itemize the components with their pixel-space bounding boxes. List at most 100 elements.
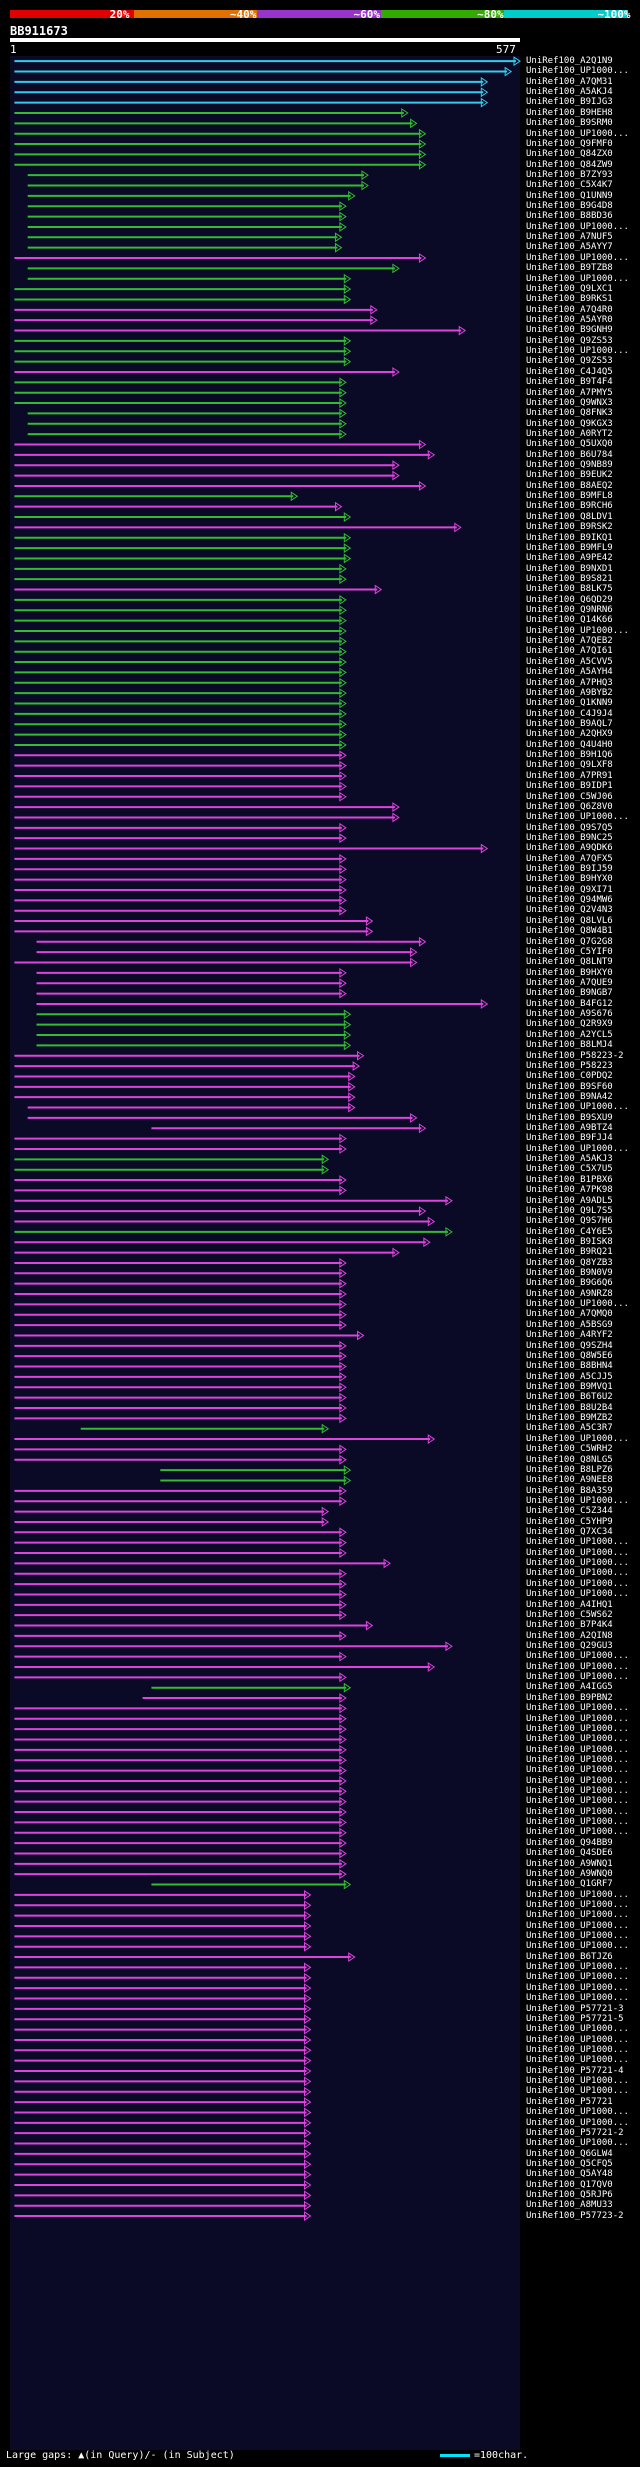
- hit-label[interactable]: UniRef100_UP1000...: [526, 1578, 629, 1589]
- hit-label[interactable]: UniRef100_P57721-3: [526, 2003, 624, 2014]
- hit-label[interactable]: UniRef100_Q4U4H0: [526, 739, 613, 750]
- hit-label[interactable]: UniRef100_Q5UXQ0: [526, 439, 613, 450]
- hit-label[interactable]: UniRef100_UP1000...: [526, 1931, 629, 1942]
- hit-label[interactable]: UniRef100_B9GNH9: [526, 325, 613, 336]
- hit-label[interactable]: UniRef100_Q1GRF7: [526, 1879, 613, 1890]
- hit-label[interactable]: UniRef100_Q5AY48: [526, 2169, 613, 2180]
- hit-label[interactable]: UniRef100_A9WNQ1: [526, 1858, 613, 1869]
- hit-label[interactable]: UniRef100_Q9NRN6: [526, 605, 613, 616]
- hit-label[interactable]: UniRef100_UP1000...: [526, 346, 629, 357]
- hit-label[interactable]: UniRef100_Q9S7H6: [526, 1216, 613, 1227]
- hit-label[interactable]: UniRef100_B9MVQ1: [526, 1382, 613, 1392]
- hit-label[interactable]: UniRef100_B9RCH6: [526, 501, 613, 512]
- hit-label[interactable]: UniRef100_B9MFL9: [526, 542, 613, 553]
- hit-label[interactable]: UniRef100_Q8LNT9: [526, 957, 613, 968]
- hit-label[interactable]: UniRef100_A5AKJ3: [526, 1154, 613, 1165]
- hit-label[interactable]: UniRef100_P58223: [526, 1060, 613, 1071]
- hit-label[interactable]: UniRef100_UP1000...: [526, 2034, 629, 2045]
- hit-label[interactable]: UniRef100_Q2V4N3: [526, 905, 613, 916]
- hit-label[interactable]: UniRef100_B4FG12: [526, 998, 613, 1009]
- hit-label[interactable]: UniRef100_C5WJ06: [526, 791, 613, 802]
- hit-label[interactable]: UniRef100_UP1000...: [526, 221, 629, 232]
- hit-label[interactable]: UniRef100_B9G6Q6: [526, 1278, 613, 1289]
- hit-label[interactable]: UniRef100_Q6GLW4: [526, 2148, 613, 2159]
- hit-label[interactable]: UniRef100_A4IGG5: [526, 1682, 613, 1693]
- hit-label[interactable]: UniRef100_A2Q1N9: [526, 56, 613, 66]
- hit-label[interactable]: UniRef100_B9FJJ4: [526, 1133, 613, 1144]
- hit-label[interactable]: UniRef100_A9NEE8: [526, 1475, 613, 1486]
- hit-label[interactable]: UniRef100_Q9NB89: [526, 460, 613, 471]
- hit-label[interactable]: UniRef100_UP1000...: [526, 1754, 629, 1765]
- hit-label[interactable]: UniRef100_A9BYB2: [526, 687, 613, 698]
- hit-label[interactable]: UniRef100_Q9ZS53: [526, 356, 613, 367]
- hit-label[interactable]: UniRef100_B7ZY93: [526, 169, 613, 180]
- hit-label[interactable]: UniRef100_C0PDQ2: [526, 1071, 613, 1082]
- hit-label[interactable]: UniRef100_A5C3R7: [526, 1423, 613, 1434]
- hit-label[interactable]: UniRef100_P57721-4: [526, 2065, 624, 2076]
- hit-label[interactable]: UniRef100_Q29GU3: [526, 1640, 613, 1651]
- hit-label[interactable]: UniRef100_UP1000...: [526, 1786, 629, 1797]
- hit-label[interactable]: UniRef100_A2QHX9: [526, 729, 613, 740]
- hit-label[interactable]: UniRef100_UP1000...: [526, 1589, 629, 1600]
- hit-label[interactable]: UniRef100_Q94MW6: [526, 895, 613, 906]
- hit-label[interactable]: UniRef100_UP1000...: [526, 1558, 629, 1569]
- hit-label[interactable]: UniRef100_C4J9J4: [526, 708, 613, 719]
- hit-label[interactable]: UniRef100_Q9L7S5: [526, 1205, 613, 1216]
- hit-label[interactable]: UniRef100_Q7XC34: [526, 1527, 613, 1538]
- hit-label[interactable]: UniRef100_UP1000...: [526, 66, 629, 77]
- hit-label[interactable]: UniRef100_Q14K66: [526, 615, 613, 626]
- hit-label[interactable]: UniRef100_UP1000...: [526, 1734, 629, 1745]
- hit-label[interactable]: UniRef100_A9ADL5: [526, 1195, 613, 1206]
- hit-label[interactable]: UniRef100_B8BD36: [526, 211, 613, 222]
- hit-label[interactable]: UniRef100_Q1KNN9: [526, 698, 613, 709]
- hit-label[interactable]: UniRef100_Q2R9X9: [526, 1019, 613, 1030]
- hit-label[interactable]: UniRef100_UP1000...: [526, 625, 629, 636]
- hit-label[interactable]: UniRef100_UP1000...: [526, 1796, 629, 1807]
- hit-label[interactable]: UniRef100_B6T6U2: [526, 1392, 613, 1403]
- hit-label[interactable]: UniRef100_UP1000...: [526, 1982, 629, 1993]
- hit-label[interactable]: UniRef100_B8BHN4: [526, 1361, 613, 1372]
- hit-label[interactable]: UniRef100_A7QM31: [526, 76, 613, 87]
- hit-label[interactable]: UniRef100_A7QUE9: [526, 977, 613, 988]
- hit-label[interactable]: UniRef100_UP1000...: [526, 1537, 629, 1548]
- hit-label[interactable]: UniRef100_UP1000...: [526, 1827, 629, 1838]
- hit-label[interactable]: UniRef100_C5X4K7: [526, 180, 613, 191]
- hit-label[interactable]: UniRef100_A9PE42: [526, 553, 613, 564]
- hit-label[interactable]: UniRef100_B9H1Q6: [526, 750, 613, 761]
- hit-label[interactable]: UniRef100_B9HXY0: [526, 967, 613, 978]
- hit-label[interactable]: UniRef100_A4RYF2: [526, 1330, 613, 1341]
- hit-label[interactable]: UniRef100_A7Q4R0: [526, 304, 613, 315]
- hit-label[interactable]: UniRef100_A9S676: [526, 1009, 613, 1020]
- hit-label[interactable]: UniRef100_B9IDP1: [526, 781, 613, 792]
- hit-label[interactable]: UniRef100_UP1000...: [526, 1568, 629, 1579]
- hit-label[interactable]: UniRef100_Q9FMF0: [526, 138, 613, 149]
- hit-label[interactable]: UniRef100_UP1000...: [526, 1672, 629, 1683]
- hit-label[interactable]: UniRef100_Q7G2G8: [526, 936, 613, 947]
- hit-label[interactable]: UniRef100_B9RSK2: [526, 522, 613, 533]
- hit-label[interactable]: UniRef100_UP1000...: [526, 2138, 629, 2149]
- hit-label[interactable]: UniRef100_UP1000...: [526, 1775, 629, 1786]
- hit-label[interactable]: UniRef100_Q8FNK3: [526, 408, 613, 419]
- hit-label[interactable]: UniRef100_B9SXU9: [526, 1112, 613, 1123]
- hit-label[interactable]: UniRef100_B9HYX0: [526, 874, 613, 885]
- hit-label[interactable]: UniRef100_C4J4Q5: [526, 366, 613, 377]
- hit-label[interactable]: UniRef100_B7P4K4: [526, 1620, 613, 1631]
- hit-label[interactable]: UniRef100_B6TJZ6: [526, 1951, 613, 1962]
- hit-label[interactable]: UniRef100_B9G4D8: [526, 201, 613, 212]
- hit-label[interactable]: UniRef100_UP1000...: [526, 1433, 629, 1444]
- hit-label[interactable]: UniRef100_A9WNQ0: [526, 1868, 613, 1879]
- hit-label[interactable]: UniRef100_Q8YZB3: [526, 1257, 613, 1268]
- hit-label[interactable]: UniRef100_A2YCL5: [526, 1029, 613, 1040]
- hit-label[interactable]: UniRef100_Q17QV0: [526, 2179, 613, 2190]
- hit-label[interactable]: UniRef100_UP1000...: [526, 2086, 629, 2097]
- hit-label[interactable]: UniRef100_Q9LXC1: [526, 283, 613, 294]
- hit-label[interactable]: UniRef100_B9NXD1: [526, 563, 613, 574]
- hit-label[interactable]: UniRef100_C5X7U5: [526, 1164, 613, 1175]
- hit-label[interactable]: UniRef100_A5AYR0: [526, 314, 613, 325]
- hit-label[interactable]: UniRef100_Q8W5E6: [526, 1350, 613, 1361]
- hit-label[interactable]: UniRef100_Q9WNX3: [526, 397, 613, 408]
- hit-label[interactable]: UniRef100_P58223-2: [526, 1050, 624, 1061]
- hit-label[interactable]: UniRef100_Q84ZW9: [526, 159, 613, 170]
- hit-label[interactable]: UniRef100_B8AEQ2: [526, 480, 613, 491]
- hit-label[interactable]: UniRef100_A7PR91: [526, 770, 613, 781]
